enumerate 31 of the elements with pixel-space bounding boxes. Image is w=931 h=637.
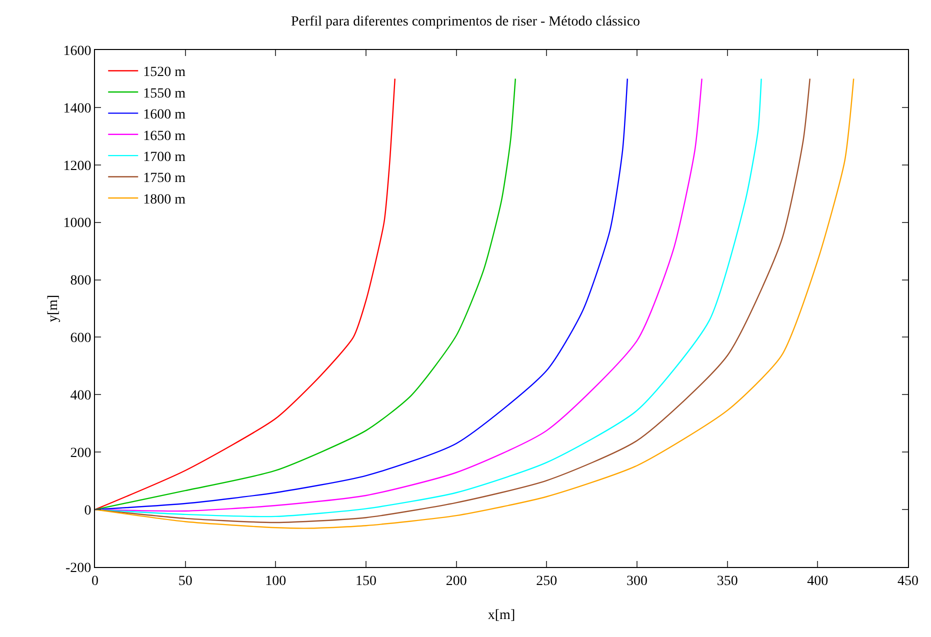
y-tick-label: 200 [70,446,92,462]
y-tick-label: 1200 [63,158,92,174]
y-tick-label: 1000 [63,216,92,232]
x-tick-label: 150 [356,574,376,589]
x-axis-title: x[m] [488,608,516,623]
legend-label: 1750 m [143,171,186,186]
y-tick-label: 0 [84,503,92,518]
y-tick-label: 800 [70,274,92,289]
y-axis-title: y[m] [46,294,61,322]
legend-label: 1700 m [143,150,186,166]
x-tick-label: 100 [265,574,286,589]
x-tick-label: 50 [178,574,192,589]
x-tick-label: 300 [626,574,648,589]
legend-label: 1600 m [143,108,186,123]
x-tick-label: 200 [446,574,467,589]
line-series [95,78,396,510]
legend-label: 1550 m [143,86,186,102]
x-tick-label: 400 [807,574,828,589]
x-tick-label: 250 [536,574,558,589]
x-tick-label: 350 [716,574,738,589]
legend-label: 1520 m [143,65,186,80]
y-tick-label: 400 [70,388,92,404]
line-series [95,78,516,510]
legend-label: 1800 m [143,192,186,208]
y-tick-label: -200 [66,560,92,576]
y-tick-label: 600 [70,331,92,346]
x-tick-label: 450 [898,574,918,589]
y-tick-label: 1600 [63,44,92,59]
chart-title: Perfil para diferentes comprimentos de riser - Método clássico [290,14,640,30]
legend-label: 1650 m [143,128,186,144]
y-tick-label: 1400 [63,101,92,116]
